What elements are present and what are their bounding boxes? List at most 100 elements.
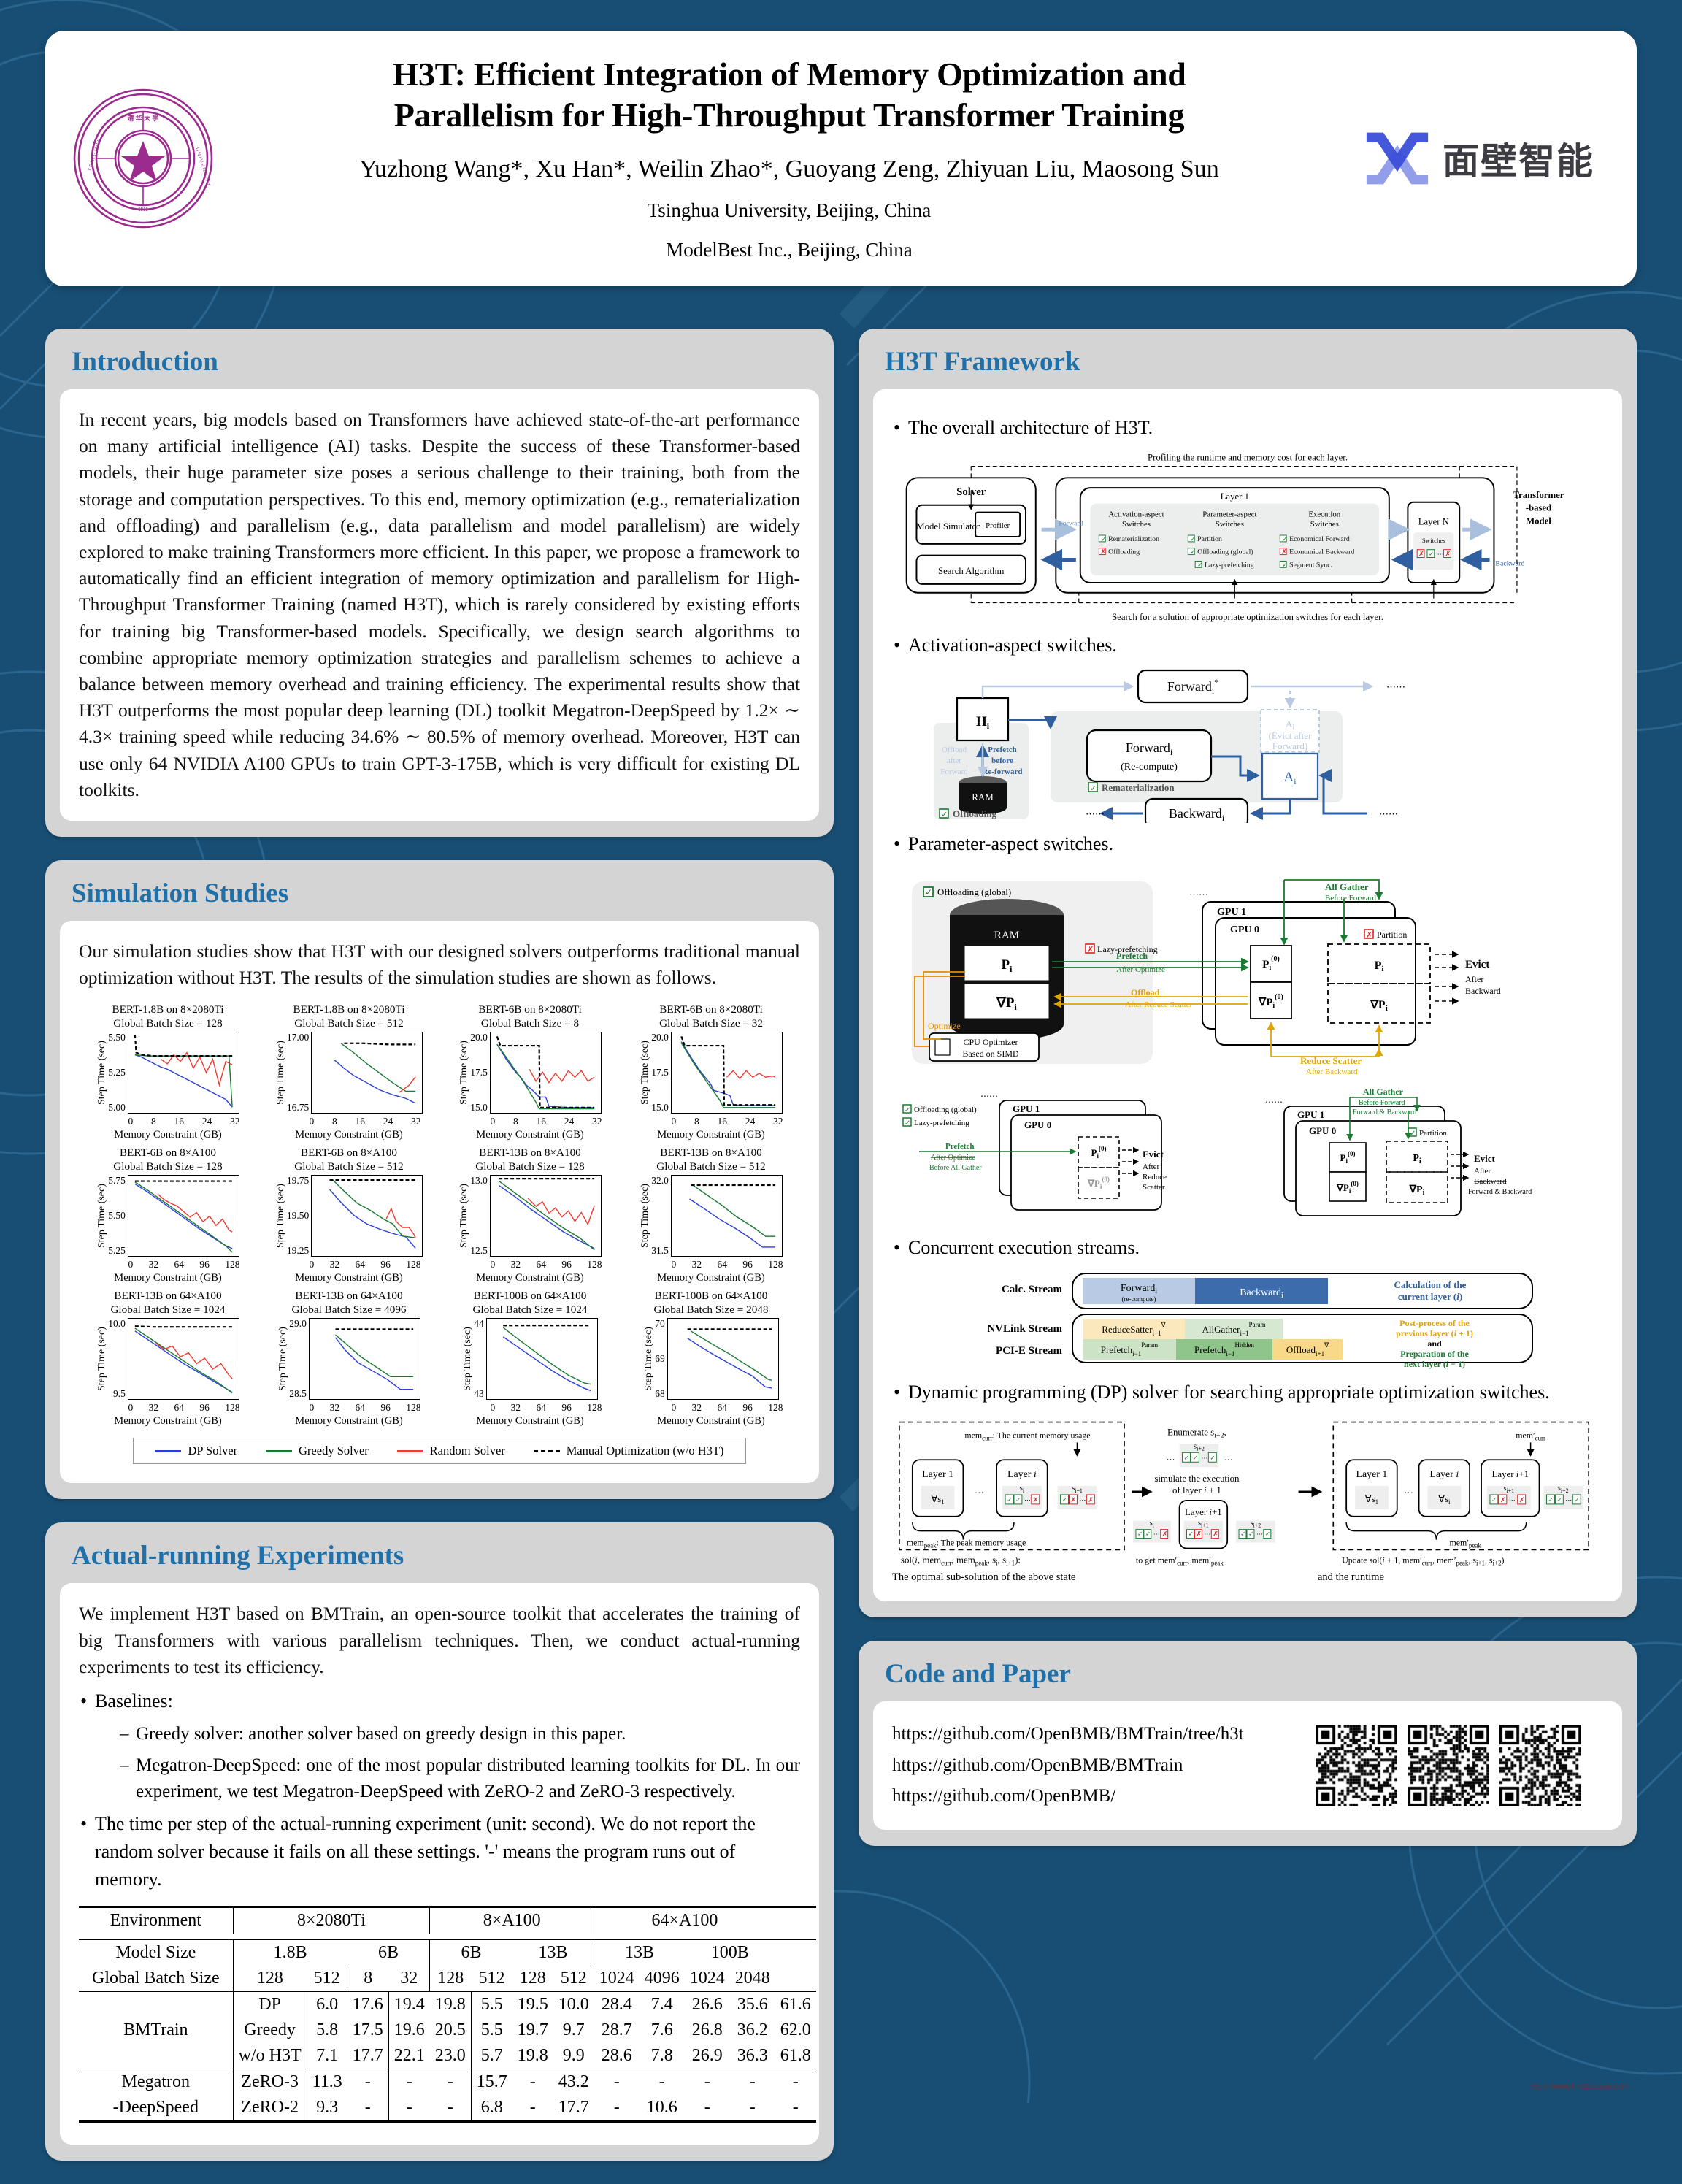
results-table: Environment 8×2080Ti 8×A100 64×A100 Model Si… <box>79 1906 816 2123</box>
table-cell: 26.6 <box>691 1995 723 2015</box>
chart-2: BERT-1.8B on 8×2080Ti Global Batch Size =… <box>260 1003 438 1141</box>
chart-1: BERT-1.8B on 8×2080Ti Global Batch Size =… <box>79 1003 257 1141</box>
svg-text:previous layer (i + 1): previous layer (i + 1) <box>1396 1328 1473 1338</box>
table-row: -DeepSpeed ZeRO-2 9.3- - -6.8-17.7-10.6- - - <box>79 2095 816 2122</box>
chart-x-ticks: 0 32 64 96 128 <box>128 1402 240 1414</box>
legend-swatch <box>396 1449 423 1452</box>
qr-code-openbmb[interactable] <box>1499 1725 1581 1807</box>
svg-text:si+2: si+2 <box>1558 1484 1569 1494</box>
table-cell: 20.5 <box>434 2020 466 2040</box>
table-cell: - <box>749 2098 756 2118</box>
svg-text:Pi: Pi <box>1413 1153 1421 1165</box>
chart-y-ticks: 10.0 9.5 <box>108 1318 126 1400</box>
table-cell: 61.8 <box>780 2046 811 2066</box>
svg-text:Backward: Backward <box>1474 1177 1507 1186</box>
svg-text:GPU 1: GPU 1 <box>1217 907 1246 918</box>
table-group-bmtrain: BMTrain <box>123 2020 188 2040</box>
svg-text:…: … <box>975 1484 984 1495</box>
table-row: BMTrain DP 6.0 17.6 19.4 19.8 5.5 19.5 10.0 28.4 7… <box>79 1991 816 2039</box>
svg-text:⋯: ⋯ <box>1509 1496 1516 1503</box>
chart-8: BERT-13B on 8×A100 Global Batch Size = 51… <box>622 1146 800 1284</box>
table-cell: 6.8 <box>470 2095 512 2122</box>
svg-text:After: After <box>1465 974 1483 984</box>
table-cell: 17.5 <box>352 2020 383 2040</box>
svg-text:Enumerate si+2,: Enumerate si+2, <box>1167 1427 1226 1440</box>
table-cell: - <box>704 2098 710 2118</box>
chart-y-ticks: 32.0 31.5 <box>651 1175 669 1257</box>
code-url-2[interactable]: https://github.com/OpenBMB/BMTrain <box>892 1755 1183 1775</box>
chart-y-ticks: 5.75 5.50 5.25 <box>108 1175 126 1257</box>
introduction-heading: Introduction <box>72 347 218 377</box>
chart-y-axis-label: Step Time (sec) <box>458 1041 470 1106</box>
chart-x-ticks: 0 32 64 96 128 <box>490 1259 602 1271</box>
chart-plot-area <box>127 1175 239 1257</box>
svg-text:CPU Optimizer: CPU Optimizer <box>964 1037 1018 1047</box>
svg-text:Offload: Offload <box>942 746 967 754</box>
svg-text:✓: ✓ <box>1282 535 1287 543</box>
svg-text:mem′peak: mem′peak <box>1450 1538 1482 1549</box>
svg-text:Parameter-aspect: Parameter-aspect <box>1202 510 1256 518</box>
chart-x-axis-label: Memory Constraint (GB) <box>476 1415 584 1428</box>
table-batch-8: 512 <box>560 1969 587 1988</box>
svg-text:✓: ✓ <box>1145 1530 1151 1538</box>
svg-text:Forward & Backward: Forward & Backward <box>1468 1188 1532 1196</box>
svg-text:Partition: Partition <box>1197 535 1222 543</box>
table-cell: 28.7 <box>601 2020 632 2040</box>
framework-bullet-dp-solver: Dynamic programming (DP) solver for sear… <box>892 1379 1603 1406</box>
modelbest-logo: 面壁智能 <box>1362 126 1618 191</box>
arch-caption-top: Profiling the runtime and memory cost fo… <box>1148 452 1348 462</box>
actual-experiments-panel: Actual-running Experiments We implement … <box>45 1522 834 2161</box>
qr-code-bmtrain-h3t[interactable] <box>1316 1725 1397 1807</box>
svg-text:Forward: Forward <box>940 767 968 776</box>
h3t-framework-panel: H3T Framework The overall architecture o… <box>859 329 1637 1618</box>
svg-text:✗: ✗ <box>1196 1530 1202 1538</box>
code-url-3[interactable]: https://github.com/OpenBMB/ <box>892 1786 1116 1806</box>
table-model-1: 1.8B <box>232 1939 347 1966</box>
table-cell: 19.8 <box>434 1995 466 2015</box>
chart-title: BERT-6B on 8×2080Ti Global Batch Size = 3… <box>659 1003 763 1030</box>
actual-experiments-heading: Actual-running Experiments <box>72 1541 404 1571</box>
figure-parameter-switches-lower: ✓ Offloading (global) ✓ Lazy-prefetching… <box>892 1084 1603 1227</box>
table-cell: 7.1 <box>306 2043 347 2069</box>
chart-title: BERT-1.8B on 8×2080Ti Global Batch Size =… <box>112 1003 224 1030</box>
modelbest-mark-icon <box>1366 132 1429 185</box>
svg-text:next layer (i − 1): next layer (i − 1) <box>1404 1359 1465 1369</box>
code-url-1[interactable]: https://github.com/OpenBMB/BMTrain/tree/… <box>892 1724 1244 1744</box>
svg-text:Forward): Forward) <box>1272 740 1307 751</box>
svg-text:✓: ✓ <box>905 1119 910 1127</box>
svg-text:✗: ✗ <box>1162 1530 1168 1538</box>
table-cell: 19.6 <box>388 2018 430 2044</box>
svg-text:Preparation of the: Preparation of the <box>1400 1349 1469 1359</box>
table-model-2: 6B <box>377 1943 399 1963</box>
table-cell: 35.6 <box>737 1995 768 2015</box>
svg-text:✓: ✓ <box>1410 1130 1416 1138</box>
svg-text:Re-forward: Re-forward <box>983 767 1023 776</box>
svg-text:Layer i+1: Layer i+1 <box>1185 1506 1222 1517</box>
table-batch-2: 512 <box>313 1969 340 1988</box>
table-header-batch-size: Global Batch Size <box>92 1969 220 1988</box>
table-cell: - <box>447 2072 453 2092</box>
chart-9: BERT-13B on 64×A100 Global Batch Size = 1… <box>79 1289 257 1428</box>
figure-dp-solver: memcurr: The current memory usage mempea… <box>892 1413 1603 1570</box>
chart-plot-area <box>127 1318 239 1401</box>
legend-label: Greedy Solver <box>299 1444 369 1458</box>
svg-text:Forwardi: Forwardi <box>1126 740 1173 757</box>
svg-text:si: si <box>1150 1520 1155 1529</box>
svg-text:GPU 1: GPU 1 <box>1297 1109 1324 1120</box>
chart-x-axis-label: Memory Constraint (GB) <box>114 1272 222 1284</box>
chart-y-ticks: 20.0 17.5 15.0 <box>470 1032 488 1114</box>
chart-title: BERT-13B on 8×A100 Global Batch Size = 51… <box>656 1146 766 1173</box>
table-cell: 26.9 <box>691 2046 723 2066</box>
qr-code-bmtrain[interactable] <box>1408 1725 1489 1807</box>
svg-text:∀si: ∀si <box>1438 1493 1451 1506</box>
svg-text:After Backward: After Backward <box>1306 1068 1358 1076</box>
svg-text:✓: ✓ <box>1282 561 1287 568</box>
table-cell: - <box>658 2072 665 2092</box>
code-and-paper-panel: Code and Paper https://github.com/OpenBM… <box>859 1641 1637 1846</box>
chart-plot-area <box>489 1175 602 1257</box>
svg-text:Activation-aspect: Activation-aspect <box>1108 510 1164 518</box>
svg-text:Evict: Evict <box>1474 1153 1496 1164</box>
simulation-studies-panel: Simulation Studies Our simulation studie… <box>45 860 834 1500</box>
table-cell: - <box>613 2072 620 2092</box>
chart-x-axis-label: Memory Constraint (GB) <box>295 1415 403 1428</box>
